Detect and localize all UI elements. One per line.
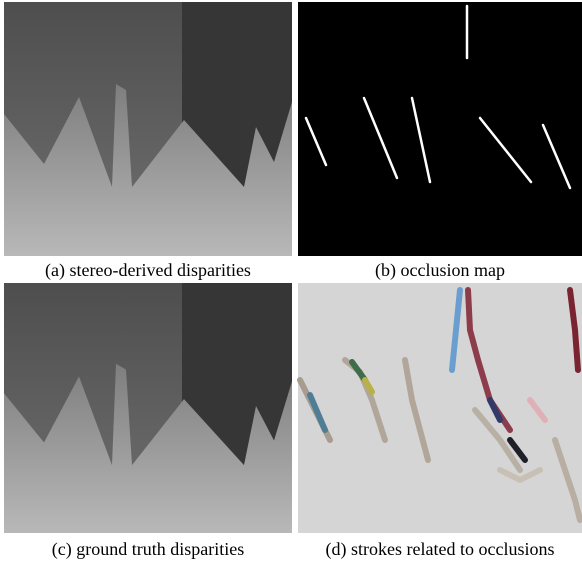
disparity-image (4, 283, 292, 533)
disparity-image (4, 2, 292, 256)
caption: (b) occlusion map (375, 260, 505, 281)
caption: (d) strokes related to occlusions (326, 539, 555, 560)
caption: (a) stereo-derived disparities (45, 260, 251, 281)
figure: (a) stereo-derived disparities (b) occlu… (0, 0, 582, 562)
caption: (c) ground truth disparities (52, 539, 244, 560)
occlusion-map (298, 2, 582, 256)
stroke-image (298, 283, 582, 533)
